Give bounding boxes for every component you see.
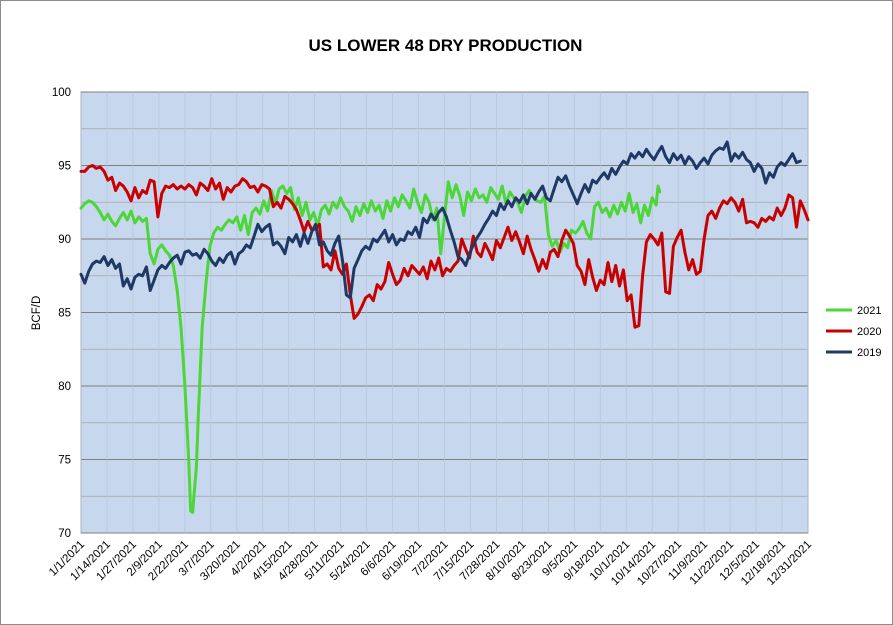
series-line-2021 bbox=[79, 180, 662, 514]
legend-label-2021: 2021 bbox=[857, 305, 881, 317]
series-line-2019 bbox=[79, 140, 802, 300]
legend-label-2020: 2020 bbox=[857, 326, 881, 338]
vertical-gridlines bbox=[80, 92, 809, 533]
y-tick-label: 95 bbox=[58, 161, 71, 173]
y-tick-label: 100 bbox=[52, 87, 71, 99]
legend: 2021 2020 2019 bbox=[826, 305, 881, 359]
x-tick-labels: 1/1/20211/14/20211/27/20212/9/20212/22/2… bbox=[47, 539, 814, 588]
series-line-2020 bbox=[79, 164, 810, 329]
y-tick-labels: 70 75 80 85 90 95 100 bbox=[52, 87, 71, 540]
series-layer bbox=[79, 140, 810, 514]
y-tick-label: 70 bbox=[58, 528, 71, 540]
y-axis-label: BCF/D bbox=[31, 296, 43, 331]
y-tick-label: 90 bbox=[58, 234, 71, 246]
y-tick-label: 80 bbox=[58, 381, 71, 393]
chart-title: US LOWER 48 DRY PRODUCTION bbox=[308, 36, 583, 55]
legend-label-2019: 2019 bbox=[857, 347, 881, 359]
y-tick-label: 75 bbox=[58, 455, 71, 467]
y-tick-label: 85 bbox=[58, 308, 71, 320]
